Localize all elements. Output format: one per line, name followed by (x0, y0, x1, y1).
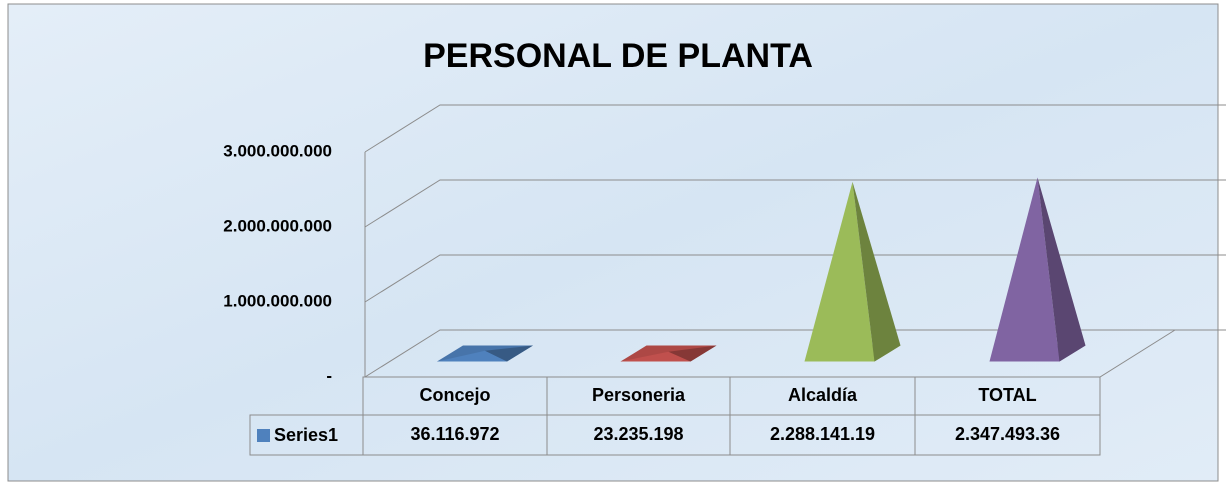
pyramid (620, 345, 717, 362)
pyramid (989, 177, 1086, 362)
chart-frame (7, 3, 1219, 482)
data-label: 36.116.972 (410, 424, 499, 444)
y-tick-label: 2.000.000.000 (223, 216, 332, 235)
x-tick-label: Concejo (419, 385, 490, 405)
pyramid-side (1037, 177, 1086, 362)
pyramid-side (668, 345, 717, 362)
grid-line (364, 254, 1226, 303)
y-tick-label: 3.000.000.000 (223, 141, 332, 160)
grid-line (364, 179, 1226, 228)
y-tick-label: 1.000.000.000 (223, 291, 332, 310)
x-tick-label: Personeria (592, 385, 686, 405)
pyramid-face (804, 181, 875, 362)
pyramid-side (852, 181, 901, 362)
pyramid (437, 345, 533, 362)
chart-title: PERSONAL DE PLANTA (423, 37, 813, 75)
legend-key (257, 429, 270, 442)
data-label: 2.288.141.19 (770, 424, 875, 444)
legend-label: Series1 (274, 425, 338, 445)
pyramid-face (620, 351, 691, 362)
pyramid-side (485, 345, 533, 362)
data-label: 23.235.198 (593, 424, 683, 444)
grid-line (364, 104, 1226, 153)
grid-line (364, 329, 1226, 378)
data-label: 2.347.493.36 (955, 424, 1060, 444)
x-tick-label: TOTAL (978, 385, 1036, 405)
y-tick-label: - (326, 366, 332, 385)
pyramid-face (437, 350, 507, 362)
pyramid (804, 181, 901, 362)
x-tick-label: Alcaldía (788, 385, 858, 405)
pyramid-face (989, 177, 1060, 362)
